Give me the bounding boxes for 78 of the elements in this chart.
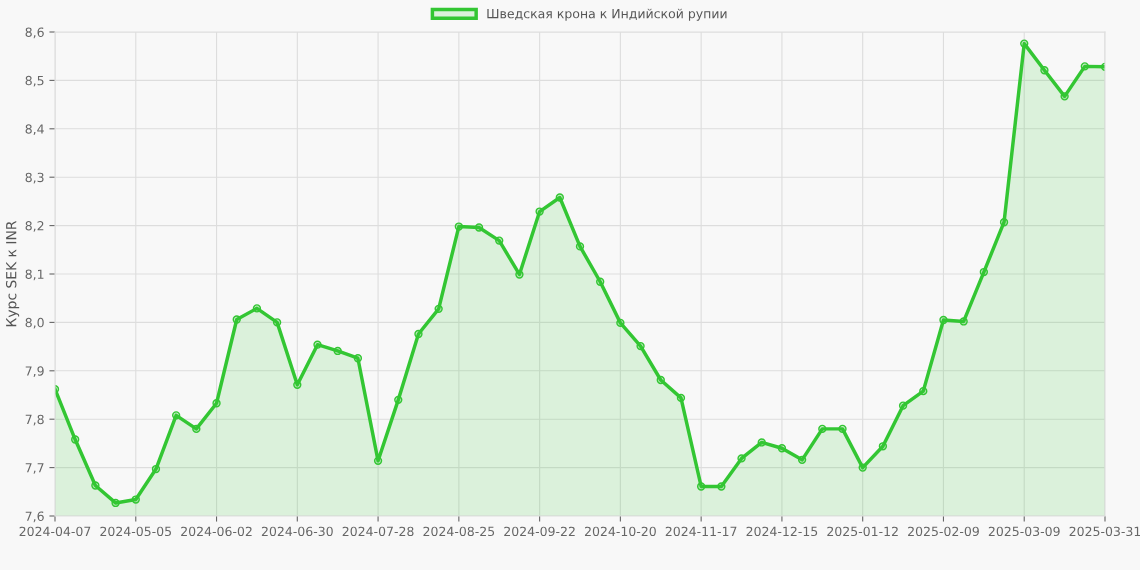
point [1060,92,1069,101]
point [293,380,302,390]
y-tick-label: 7,8 [25,414,44,426]
point [878,442,888,451]
x-tick-label: 2024-06-02 [181,526,252,537]
y-tick-label: 7,7 [25,463,44,474]
point [495,236,504,245]
x-tick-label: 2024-04-07 [19,526,91,537]
x-tick-label: 2024-09-22 [504,526,575,537]
point [999,218,1009,227]
x-tick-label: 2025-03-31 [1069,526,1140,537]
y-tick-label: 8,1 [25,269,44,281]
x-tick-label: 2024-05-05 [100,526,171,537]
x-tick-label: 2024-10-20 [584,526,656,537]
point [838,424,847,434]
point [131,495,140,504]
point [1020,39,1029,48]
point [353,354,363,363]
point [797,455,807,465]
point [898,401,908,410]
point [232,315,241,324]
point [1040,66,1049,75]
point [535,207,544,216]
point [171,411,181,420]
point [696,482,706,491]
y-tick-label: 8,6 [25,27,44,39]
y-tick-label: 8,4 [25,124,44,135]
point [737,454,746,463]
point [111,498,120,508]
point [454,222,464,231]
y-axis-title: Курс SEK к INR [5,220,20,327]
y-tick-label: 8,2 [25,221,44,232]
point [71,435,80,444]
point [394,395,403,405]
x-tick-label: 2025-01-12 [827,526,898,537]
x-tick-label: 2024-07-28 [342,526,414,537]
x-tick-label: 2025-03-09 [988,526,1060,537]
x-tick-label: 2024-12-15 [746,526,818,537]
y-tick-label: 7,6 [25,511,44,523]
point [474,223,484,232]
point [596,277,605,286]
point [373,456,383,465]
point [575,242,585,251]
point [858,463,867,472]
point [313,340,322,349]
x-tick-label: 2024-06-30 [261,526,333,537]
point [91,481,100,490]
point [616,318,625,328]
point [333,346,342,356]
point [515,270,524,279]
point [959,317,968,326]
point [717,482,726,491]
y-tick-label: 8,3 [25,172,44,184]
point [252,304,262,313]
y-tick-label: 8,5 [25,75,44,87]
point [757,438,766,447]
y-tick-label: 7,9 [25,366,44,377]
point [939,315,948,325]
point [1080,62,1089,71]
point [919,386,928,396]
point [636,341,645,351]
point [777,444,787,453]
point [151,464,161,474]
point [676,393,686,403]
point [555,193,564,202]
point [656,375,665,385]
point [192,424,201,434]
x-tick-label: 2025-02-09 [908,526,979,537]
point [818,424,827,434]
point [212,399,221,408]
legend-label: Шведская крона к Индийской рупии [487,8,727,21]
y-tick-label: 8,0 [25,317,44,329]
point [434,304,443,314]
point [272,318,282,327]
x-tick-label: 2024-11-17 [665,526,737,537]
point [414,329,423,339]
point [979,267,989,277]
x-tick-label: 2024-08-25 [423,526,495,537]
